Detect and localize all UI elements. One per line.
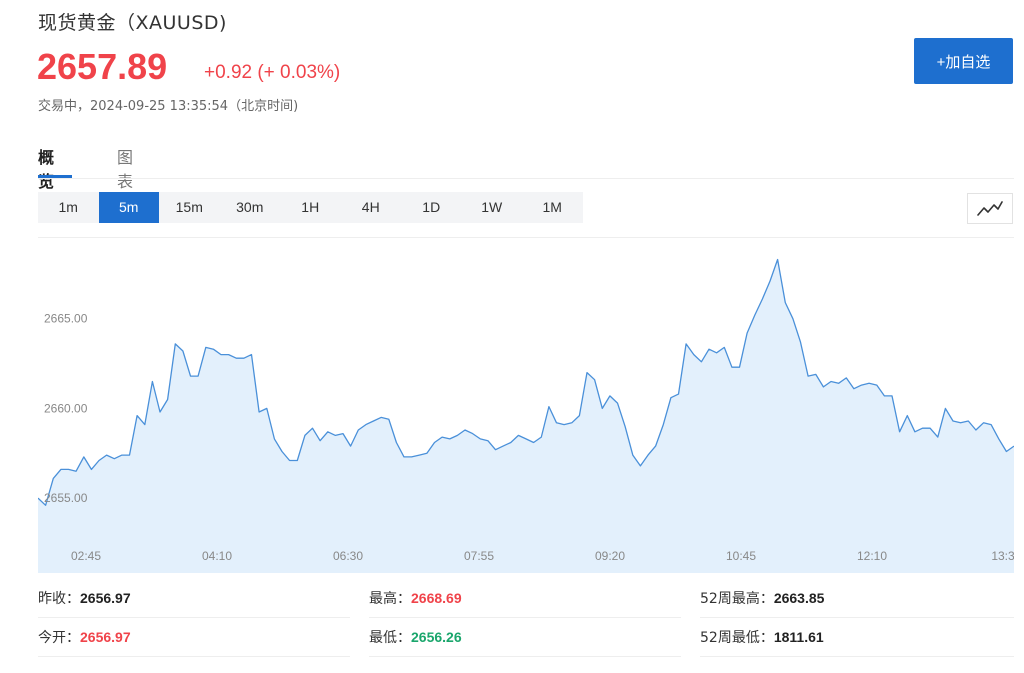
y-axis-labels: 2655.00 2660.00 2665.00 — [44, 312, 88, 505]
interval-1d[interactable]: 1D — [422, 199, 441, 215]
stat-value: 2656.26 — [411, 629, 462, 645]
y-tick-label: 2660.00 — [44, 401, 88, 415]
stat-label: 最高： — [369, 591, 411, 607]
x-tick-label: 06:30 — [333, 549, 363, 563]
stat-label: 昨收： — [38, 591, 80, 607]
stat-value: 2663.85 — [773, 590, 825, 606]
interval-30m[interactable]: 30m — [236, 199, 264, 215]
stat-label: 52周最低： — [700, 630, 774, 646]
stat-value: 2656.97 — [80, 629, 131, 645]
chart-type-button[interactable] — [967, 193, 1013, 224]
interval-1m[interactable]: 1m — [58, 199, 78, 215]
stat-value: 2668.69 — [411, 590, 462, 606]
active-tab-indicator — [38, 175, 72, 178]
interval-4h[interactable]: 4H — [361, 199, 380, 215]
stat-prev-close: 昨收：2656.97 — [38, 580, 350, 618]
interval-1h[interactable]: 1H — [301, 199, 320, 215]
price-change: +0.92 (+ 0.03%) — [204, 62, 341, 83]
y-tick-label: 2655.00 — [44, 491, 88, 505]
interval-1mo[interactable]: 1M — [542, 199, 562, 215]
x-tick-label: 09:20 — [595, 549, 625, 563]
stat-52w-low: 52周最低：1811.61 — [700, 619, 1014, 657]
x-tick-label: 04:10 — [202, 549, 232, 563]
x-axis-labels: 02:45 04:10 06:30 07:55 09:20 10:45 12:10 13:3 — [71, 549, 1014, 563]
y-tick-label: 2665.00 — [44, 312, 88, 326]
stat-open: 今开：2656.97 — [38, 619, 350, 657]
instrument-title: 现货黄金（XAUUSD) — [38, 12, 227, 34]
interval-selector: 1m 5m 15m 30m 1H 4H 1D 1W 1M — [38, 192, 583, 223]
stat-high: 最高：2668.69 — [369, 580, 681, 618]
stat-label: 今开： — [38, 630, 80, 646]
x-tick-label: 02:45 — [71, 549, 101, 563]
interval-5m[interactable]: 5m — [98, 192, 159, 223]
tab-chart[interactable]: 图表 — [117, 148, 134, 191]
tabs-divider — [38, 178, 1014, 179]
x-tick-label: 13:3 — [991, 549, 1014, 563]
line-chart-icon — [977, 200, 1003, 216]
stat-52w-high: 52周最高：2663.85 — [700, 580, 1014, 618]
stat-value: 1811.61 — [773, 629, 824, 645]
interval-1w[interactable]: 1W — [481, 199, 503, 215]
stat-value: 2656.97 — [80, 590, 131, 606]
add-to-watchlist-button[interactable]: +加自选 — [914, 38, 1013, 84]
price-chart: 2655.00 2660.00 2665.00 02:45 04:10 06:30 07:… — [38, 237, 1014, 573]
stat-low: 最低：2656.26 — [369, 619, 681, 657]
stat-label: 52周最高： — [700, 591, 774, 607]
price-line — [38, 258, 1014, 506]
x-tick-label: 10:45 — [726, 549, 756, 563]
interval-15m[interactable]: 15m — [175, 199, 203, 215]
last-price: 2657.89 — [37, 46, 168, 87]
price-chart-svg: 2655.00 2660.00 2665.00 02:45 04:10 06:30 07:… — [38, 258, 1014, 573]
x-tick-label: 07:55 — [464, 549, 494, 563]
x-tick-label: 12:10 — [857, 549, 887, 563]
price-area-fill — [38, 259, 1014, 573]
stat-label: 最低： — [369, 630, 411, 646]
tab-overview[interactable]: 概览 — [38, 148, 55, 191]
trading-status: 交易中，2024-09-25 13:35:54（北京时间) — [38, 99, 299, 114]
